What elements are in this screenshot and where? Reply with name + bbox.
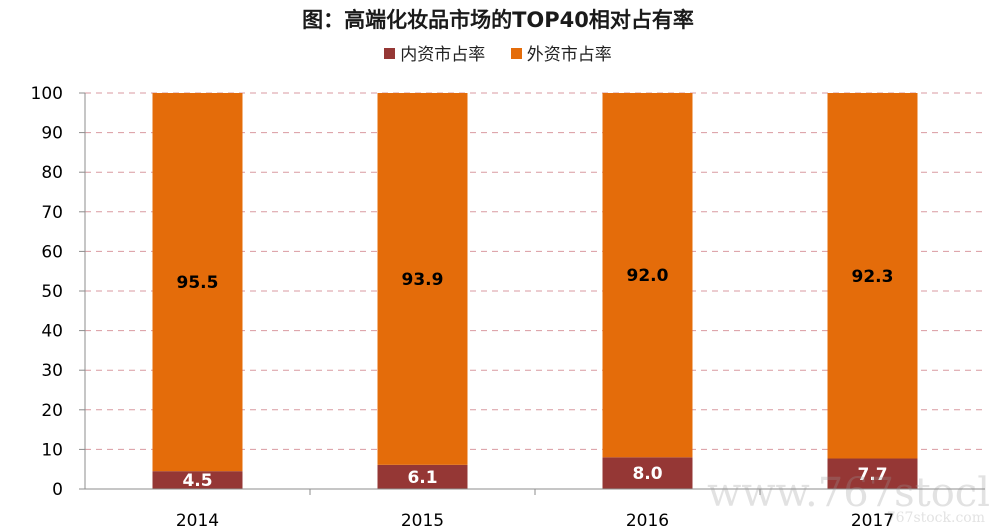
x-tick-label: 2014 xyxy=(176,511,219,531)
y-tick-label: 70 xyxy=(41,203,63,223)
x-tick-label: 2016 xyxy=(626,511,669,531)
bar-foreign-2015 xyxy=(377,93,468,465)
legend-label-domestic: 内资市占率 xyxy=(400,45,486,65)
y-tick-label: 100 xyxy=(31,84,63,104)
bar-foreign-2016 xyxy=(602,93,693,458)
y-tick-label: 90 xyxy=(41,124,63,144)
legend-item-domestic: 内资市占率 xyxy=(384,40,485,65)
data-label-domestic-2016: 8.0 xyxy=(632,464,662,484)
data-label-domestic-2015: 6.1 xyxy=(407,468,437,488)
data-label-domestic-2014: 4.5 xyxy=(182,471,212,491)
x-tick-label: 2015 xyxy=(401,511,444,531)
chart-title: 图：高端化妆品市场的TOP40相对占有率 xyxy=(302,8,694,32)
data-label-domestic-2017: 7.7 xyxy=(857,465,887,485)
legend: 内资市占率 外资市占率 xyxy=(0,40,996,65)
bar-domestic-2015 xyxy=(377,464,468,489)
y-tick-label: 40 xyxy=(41,322,63,342)
data-label-foreign-2017: 92.3 xyxy=(852,267,894,287)
legend-swatch-foreign xyxy=(510,48,522,59)
y-tick-label: 10 xyxy=(41,440,63,460)
legend-swatch-domestic xyxy=(384,48,396,59)
data-label-foreign-2016: 92.0 xyxy=(627,266,669,286)
x-tick-label: 2017 xyxy=(851,511,894,531)
legend-item-foreign: 外资市占率 xyxy=(510,40,612,65)
legend-label-foreign: 外资市占率 xyxy=(526,45,612,65)
y-tick-label: 30 xyxy=(41,361,63,381)
watermark-text: www.767stocl xyxy=(707,470,990,516)
data-label-foreign-2015: 93.9 xyxy=(402,270,444,290)
watermark-subtext: 767stock.com xyxy=(887,510,985,526)
y-tick-label: 0 xyxy=(52,480,63,500)
bar-foreign-2014 xyxy=(152,93,243,472)
bar-domestic-2016 xyxy=(602,457,693,489)
y-tick-label: 20 xyxy=(41,401,63,421)
bar-foreign-2017 xyxy=(827,93,918,459)
y-tick-label: 60 xyxy=(41,242,63,262)
y-tick-label: 80 xyxy=(41,163,63,183)
y-tick-label: 50 xyxy=(41,282,63,302)
data-label-foreign-2014: 95.5 xyxy=(177,273,219,293)
bar-domestic-2017 xyxy=(827,458,918,489)
bar-domestic-2014 xyxy=(152,471,243,489)
